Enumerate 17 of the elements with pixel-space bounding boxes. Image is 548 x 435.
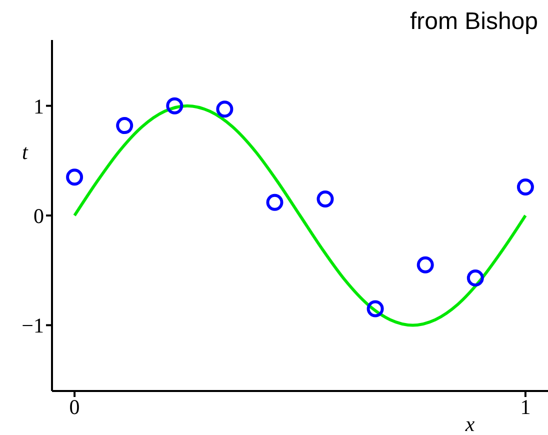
text: from Bishop — [410, 8, 538, 36]
point — [166, 97, 184, 114]
point — [116, 117, 134, 134]
line-series — [73, 104, 527, 327]
x-axis-title: x — [464, 412, 476, 435]
point — [266, 194, 284, 211]
point — [66, 168, 84, 186]
y-tick-label: 1 — [34, 94, 44, 118]
point — [466, 270, 484, 287]
point — [366, 300, 384, 318]
point — [216, 100, 234, 118]
point — [416, 256, 434, 274]
point — [516, 178, 534, 196]
y-axis-title: t — [22, 140, 29, 164]
point — [316, 190, 334, 208]
y-tick-label: 0 — [34, 204, 44, 228]
y-tick-label: −1 — [22, 314, 44, 338]
